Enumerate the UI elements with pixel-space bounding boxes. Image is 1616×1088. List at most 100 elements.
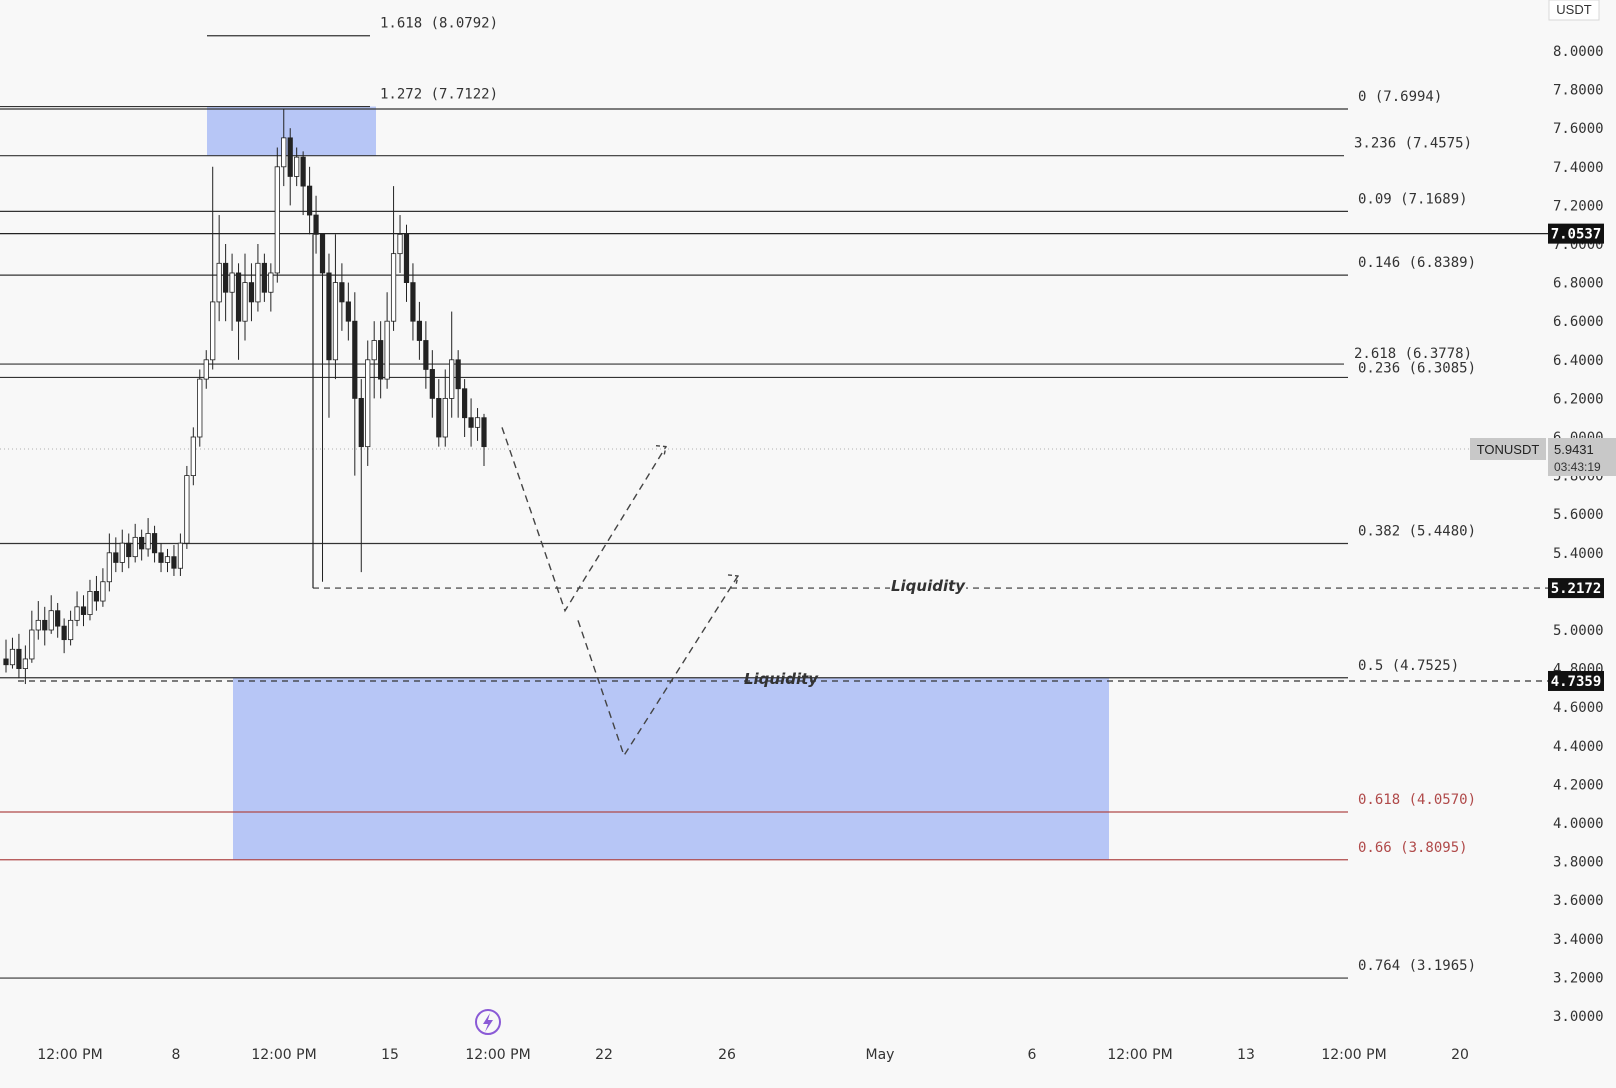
- candle-body: [345, 301, 351, 322]
- candle-body: [80, 606, 87, 615]
- projection-arrowhead-1: [727, 574, 739, 586]
- fib-label-6: 2.618 (6.3778): [1354, 346, 1472, 362]
- candle-body: [113, 552, 119, 563]
- candle-body: [61, 625, 67, 641]
- time-tick: 12:00 PM: [1321, 1047, 1386, 1063]
- price-tick: 3.8000: [1553, 855, 1604, 871]
- price-tick: 5.0000: [1553, 623, 1604, 639]
- countdown-label: 03:43:19: [1554, 460, 1601, 474]
- time-tick: 12:00 PM: [1107, 1047, 1172, 1063]
- candle-body: [397, 233, 403, 255]
- time-tick: 6: [1028, 1047, 1037, 1063]
- candle-body: [429, 369, 435, 399]
- currency-label: USDT: [1556, 2, 1591, 17]
- price-axis[interactable]: [1548, 0, 1616, 1060]
- time-tick: 12:00 PM: [37, 1047, 102, 1063]
- candle-body: [300, 156, 306, 187]
- price-tick: 6.6000: [1553, 314, 1604, 330]
- candle-body: [55, 610, 61, 627]
- candle-body: [449, 359, 455, 399]
- candle-body: [100, 581, 106, 602]
- candle-body: [261, 262, 267, 293]
- time-tick: 12:00 PM: [251, 1047, 316, 1063]
- fib-label-4: 0.09 (7.1689): [1358, 191, 1468, 207]
- candle-body: [119, 542, 125, 563]
- candle-body: [274, 166, 280, 274]
- candle-body: [255, 262, 261, 303]
- projection-arrowhead-0: [655, 444, 667, 456]
- candle-body: [93, 591, 100, 602]
- price-badge-label-0: 7.0537: [1551, 227, 1602, 243]
- candle-body: [164, 556, 171, 563]
- price-tick: 3.0000: [1553, 1009, 1604, 1025]
- candle-body: [3, 658, 9, 666]
- last-price-badge: [1548, 438, 1616, 476]
- symbol-badge: [1470, 438, 1546, 460]
- time-tick: 12:00 PM: [465, 1047, 530, 1063]
- candle-body: [106, 552, 112, 583]
- candle-body: [410, 282, 416, 322]
- fib-label-12: 0.764 (3.1965): [1358, 958, 1476, 974]
- candle-body: [326, 272, 332, 361]
- candle-body: [190, 436, 196, 476]
- candle-body: [365, 359, 371, 448]
- liquidity-label-bg-0: [890, 577, 966, 596]
- candle-body: [248, 282, 255, 303]
- liquidity-lines: Liquidity Liquidity: [0, 233, 1548, 688]
- candle-body: [371, 340, 377, 361]
- candlesticks: [3, 108, 487, 685]
- candle-body: [481, 417, 487, 448]
- symbol-label: TONUSDT: [1477, 442, 1540, 457]
- candle-body: [42, 619, 48, 631]
- candle-body: [210, 301, 216, 361]
- candle-body: [468, 417, 474, 428]
- currency-box[interactable]: [1548, 0, 1600, 21]
- price-tick: 3.6000: [1553, 893, 1604, 909]
- candle-body: [474, 417, 481, 428]
- fibonacci-levels: 1.618 (8.0792) 1.272 (7.7122) 0 (7.6994) 3.…: [0, 16, 1476, 979]
- candle-body: [158, 552, 164, 563]
- candle-body: [67, 619, 74, 641]
- lightning-icon[interactable]: [475, 1009, 501, 1035]
- price-badge-bg-0: [1548, 223, 1604, 244]
- candle-body: [216, 262, 222, 303]
- candle-body: [197, 378, 203, 438]
- candle-body: [287, 137, 293, 177]
- candle-body: [455, 359, 461, 390]
- candle-body: [332, 282, 339, 361]
- candle-body: [229, 272, 235, 293]
- time-tick: 26: [718, 1047, 736, 1063]
- candle-body: [416, 320, 423, 341]
- candle-body: [139, 536, 145, 550]
- projection-paths: [501, 427, 739, 758]
- price-tick: 8.0000: [1553, 44, 1604, 60]
- candle-body: [223, 262, 229, 293]
- candle-body: [358, 397, 364, 448]
- candle-body: [306, 185, 313, 216]
- candle-body: [384, 320, 390, 380]
- time-tick: 15: [381, 1047, 399, 1063]
- price-tick: 4.0000: [1553, 816, 1604, 832]
- candle-body: [87, 591, 93, 615]
- candle-body: [9, 648, 16, 666]
- price-tick: 4.2000: [1553, 777, 1604, 793]
- time-tick: 13: [1237, 1047, 1255, 1063]
- candle-body: [294, 156, 300, 177]
- candle-body: [281, 137, 287, 168]
- time-axis[interactable]: [0, 1036, 1548, 1088]
- time-tick: 8: [172, 1047, 181, 1063]
- candle-body: [242, 282, 248, 322]
- price-tick: 7.4000: [1553, 160, 1604, 176]
- price-tick: 7.2000: [1553, 198, 1604, 214]
- candle-body: [16, 648, 22, 669]
- fib-label-7: 0.236 (6.3085): [1358, 360, 1476, 376]
- time-tick: 20: [1451, 1047, 1469, 1063]
- candle-body: [423, 340, 429, 370]
- candle-body: [403, 233, 410, 284]
- candle-body: [132, 536, 138, 558]
- price-tick: 5.6000: [1553, 507, 1604, 523]
- candle-body: [436, 397, 442, 438]
- price-tick: 3.4000: [1553, 932, 1604, 948]
- last-price-label: 5.9431: [1554, 442, 1594, 457]
